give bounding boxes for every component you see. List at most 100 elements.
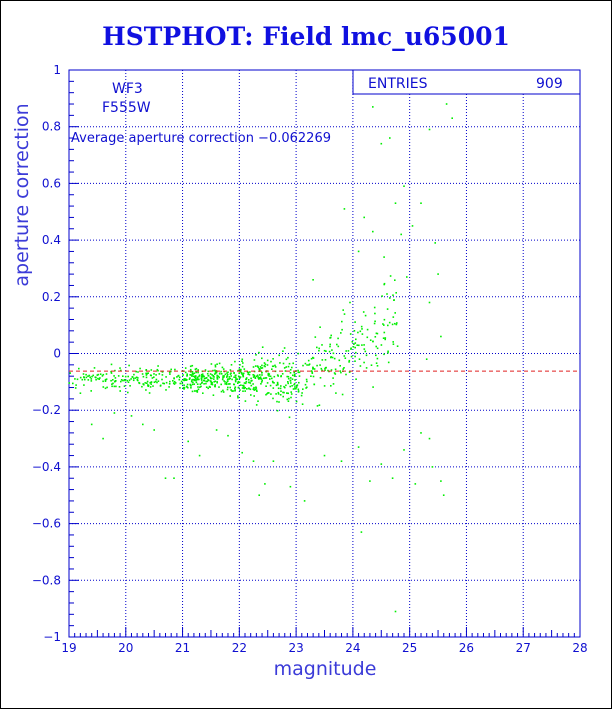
data-point	[396, 345, 399, 347]
data-point	[318, 347, 320, 350]
data-point	[340, 460, 343, 462]
data-point	[213, 381, 215, 383]
y-tick-label: 1	[53, 63, 61, 77]
data-point	[297, 352, 300, 355]
data-point	[428, 301, 431, 304]
data-point	[178, 378, 181, 381]
data-point	[202, 375, 204, 378]
data-point	[238, 372, 240, 374]
data-point	[248, 387, 250, 389]
data-point	[145, 374, 148, 376]
data-point	[128, 364, 130, 367]
data-point	[211, 377, 213, 380]
data-point	[360, 325, 363, 328]
data-point	[192, 375, 195, 378]
data-point	[374, 336, 377, 338]
data-point	[255, 375, 258, 377]
data-point	[293, 371, 295, 374]
data-point	[376, 332, 379, 335]
data-point	[394, 610, 397, 613]
data-point	[383, 331, 386, 334]
data-point	[237, 395, 239, 397]
data-point	[392, 316, 395, 318]
data-point	[133, 373, 135, 376]
data-point	[442, 494, 445, 496]
data-point	[261, 379, 263, 382]
data-point	[440, 480, 442, 482]
data-point	[272, 397, 274, 400]
data-point	[440, 335, 442, 338]
data-point	[290, 396, 292, 399]
data-point	[192, 381, 194, 384]
data-point	[220, 373, 223, 375]
data-point	[223, 375, 225, 377]
data-point	[146, 380, 149, 383]
data-point	[215, 371, 218, 374]
data-point	[216, 376, 218, 378]
data-point	[185, 379, 188, 381]
data-point	[242, 384, 244, 387]
stats-box-label: ENTRIES	[368, 76, 428, 92]
data-point	[114, 380, 116, 383]
y-tick-label: −0.8	[32, 573, 61, 587]
data-point	[119, 369, 122, 372]
data-point	[173, 477, 175, 479]
data-point	[183, 378, 186, 380]
data-point	[153, 373, 155, 375]
data-point	[292, 362, 294, 365]
data-point	[373, 322, 376, 325]
data-point	[122, 379, 124, 382]
data-point	[114, 377, 117, 379]
data-point	[283, 391, 285, 394]
data-point	[372, 230, 374, 233]
data-point	[150, 369, 153, 371]
data-point	[269, 384, 272, 387]
data-point	[169, 380, 171, 383]
data-point	[200, 377, 203, 380]
data-point	[218, 362, 221, 365]
data-point	[110, 379, 112, 382]
data-point	[142, 375, 145, 378]
data-point	[272, 358, 274, 360]
x-tick-labels: 19 20 21 22 23 24 25 26 27 28	[61, 641, 587, 655]
data-point	[252, 376, 255, 378]
data-point	[90, 380, 93, 382]
data-point	[288, 416, 291, 419]
data-point	[437, 273, 439, 275]
data-point	[234, 387, 236, 390]
data-point	[330, 356, 332, 358]
data-point	[196, 391, 199, 393]
data-point	[420, 432, 422, 434]
data-point	[241, 358, 244, 361]
data-point	[260, 381, 263, 383]
data-point	[244, 390, 246, 392]
data-point	[261, 367, 264, 369]
x-tick-label: 23	[288, 641, 303, 655]
data-point	[295, 400, 298, 403]
data-point	[250, 377, 252, 380]
data-point	[228, 378, 230, 380]
data-point	[214, 384, 216, 386]
x-tick-label: 22	[232, 641, 247, 655]
data-point	[274, 364, 276, 367]
data-point	[196, 383, 199, 385]
data-point	[157, 369, 159, 372]
data-point	[394, 312, 396, 314]
data-point	[298, 375, 301, 377]
data-point	[273, 382, 275, 384]
data-point	[445, 103, 448, 105]
data-point	[366, 336, 369, 339]
data-point	[244, 400, 247, 402]
data-point	[206, 380, 208, 383]
data-point	[382, 323, 384, 325]
data-point	[123, 379, 126, 381]
data-point	[293, 382, 296, 385]
data-point	[380, 463, 383, 465]
data-point	[264, 377, 267, 379]
data-point	[189, 383, 191, 386]
data-point	[118, 386, 121, 388]
data-point	[182, 386, 185, 389]
data-point	[186, 383, 189, 386]
data-point	[354, 346, 356, 349]
data-point	[281, 373, 284, 375]
